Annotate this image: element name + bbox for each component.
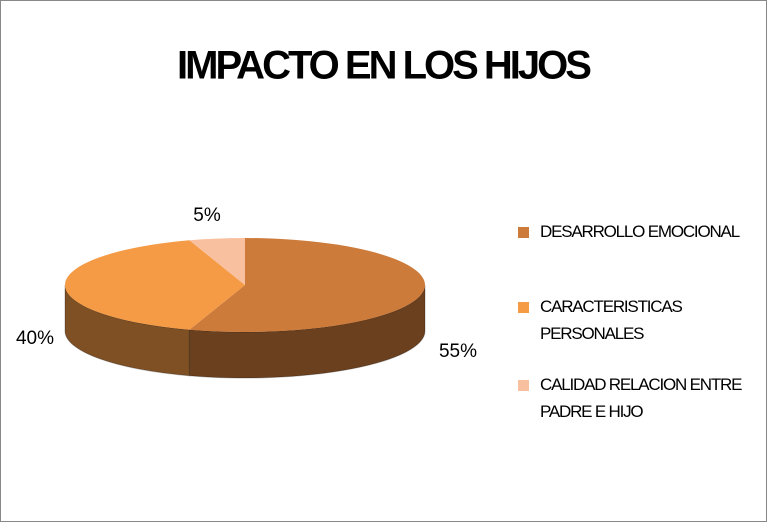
legend-swatch [518,227,529,238]
data-label: 40% [16,328,54,349]
data-label: 55% [439,341,477,362]
legend-label: DESARROLLO EMOCIONAL [540,222,740,241]
pie-slice [65,240,245,330]
legend-swatch [518,380,529,391]
legend-swatch [518,302,529,313]
legend-label: CARACTERISTICAS PERSONALES [540,297,683,343]
chart-title: IMPACTO EN LOS HIJOS [177,44,591,88]
pie-slice [189,238,245,285]
pie-slice [189,238,426,332]
pie-side [64,284,190,377]
data-label: 5% [193,205,221,226]
legend-label: CALIDAD RELACION ENTRE PADRE E HIJO [540,375,742,421]
